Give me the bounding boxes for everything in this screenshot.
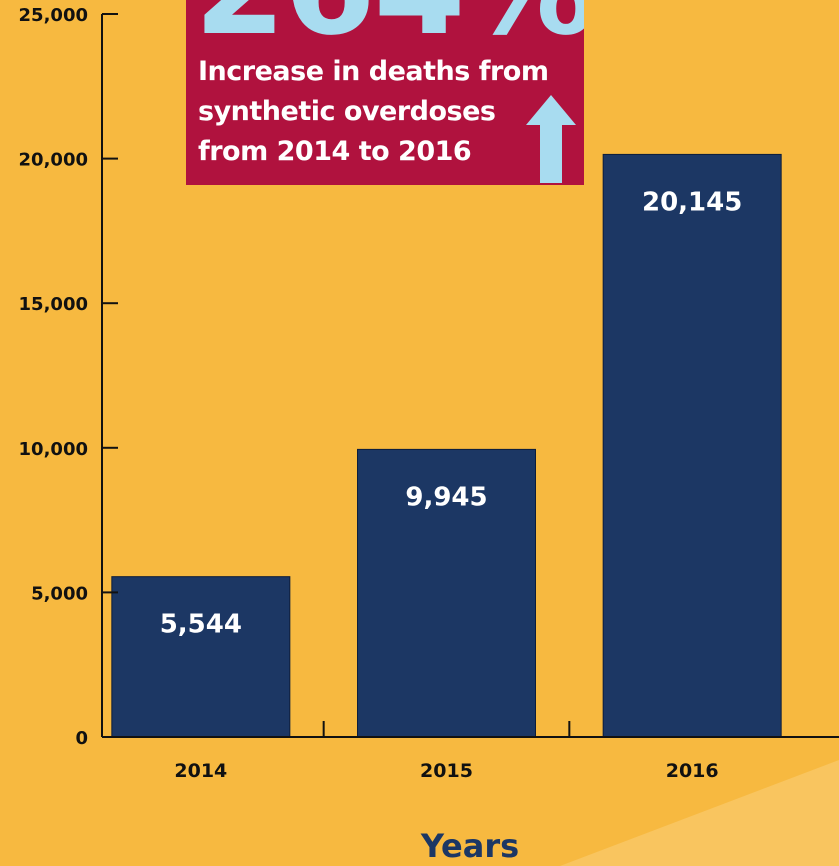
x-axis-title: Years: [420, 827, 519, 865]
y-tick-label: 20,000: [19, 150, 88, 171]
data-label-2016: 20,145: [642, 187, 742, 217]
labels-group: 5,544 2014 9,945 2015 20,145 2016 0 5,000 10,000…: [19, 5, 743, 865]
bar-2015: [357, 448, 536, 738]
up-arrow-icon: [526, 95, 576, 183]
y-tick-label: 5,000: [31, 583, 88, 604]
background-light-shape: [560, 760, 839, 866]
bar-2016: [602, 153, 782, 738]
bars-group: [111, 153, 782, 738]
data-label-2015: 9,945: [405, 482, 487, 512]
axes-group: [101, 13, 839, 738]
x-tick-label-2016: 2016: [666, 760, 719, 782]
y-tick-label: 15,000: [19, 294, 88, 315]
callout-box: 264% Increase in deaths from synthetic o…: [186, 0, 584, 185]
callout-line-2: synthetic overdoses: [198, 96, 496, 127]
y-tick-label: 25,000: [19, 5, 88, 26]
y-tick-label: 10,000: [19, 439, 88, 460]
y-tick-label: 0: [75, 728, 88, 749]
data-label-2014: 5,544: [160, 610, 242, 640]
bar-2014: [111, 576, 291, 738]
callout-line-1: Increase in deaths from: [198, 56, 549, 87]
x-tick-label-2015: 2015: [420, 760, 473, 782]
x-tick-label-2014: 2014: [174, 760, 227, 782]
callout-percentage: 264%: [194, 0, 584, 54]
callout-line-3: from 2014 to 2016: [198, 136, 472, 167]
